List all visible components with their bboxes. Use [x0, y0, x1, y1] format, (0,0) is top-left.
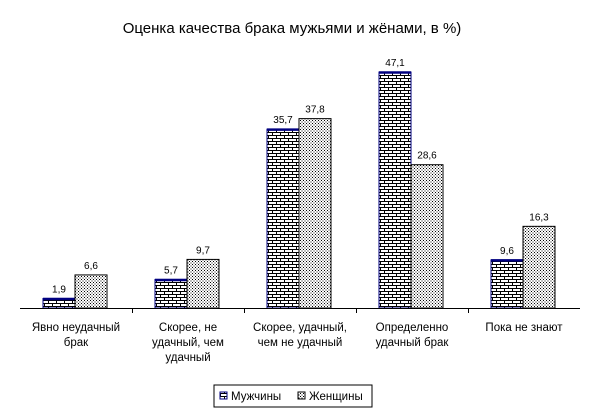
legend: Мужчины Женщины [213, 384, 373, 408]
bar-women-1 [186, 258, 220, 309]
bar-men-3 [378, 71, 412, 309]
data-label-men-3: 47,1 [385, 58, 405, 69]
bar-men-1 [154, 278, 188, 309]
data-label-women-3: 28,6 [417, 151, 437, 162]
data-label-women-0: 6,6 [84, 261, 98, 272]
legend-label-women: Женщины [309, 391, 363, 403]
data-label-women-4: 16,3 [529, 212, 549, 223]
category-label-2: Скорее, удачный, чем не удачный [253, 322, 347, 349]
legend-swatch-women [297, 391, 306, 400]
data-label-women-2: 37,8 [305, 105, 325, 116]
category-label-0: Явно неудачный брак [32, 322, 120, 349]
bar-men-2 [266, 128, 300, 309]
bar-women-3 [410, 164, 444, 309]
legend-label-men: Мужчины [231, 391, 281, 403]
data-label-men-0: 1,9 [52, 284, 66, 295]
data-label-men-4: 9,6 [500, 246, 514, 257]
data-label-men-1: 5,7 [164, 265, 178, 276]
category-label-4: Пока не знают [485, 322, 563, 334]
bar-women-0 [74, 274, 108, 309]
bar-men-4 [490, 259, 524, 309]
plot-area: 1,9 6,6 Явно неудачный брак 5,7 9,7 Скорее, не… [20, 58, 580, 364]
bar-women-4 [522, 225, 556, 309]
legend-box [213, 384, 373, 408]
data-label-women-1: 9,7 [196, 245, 210, 256]
category-label-3: Определенно удачный брак [376, 322, 450, 349]
legend-swatch-men [219, 391, 228, 400]
chart-title: Оценка качества брака мужьями и жёнами, … [123, 20, 462, 37]
category-label-1: Скорее, не удачный, чем удачный [152, 322, 224, 364]
bar-women-2 [298, 118, 332, 309]
data-label-men-2: 35,7 [273, 115, 293, 126]
